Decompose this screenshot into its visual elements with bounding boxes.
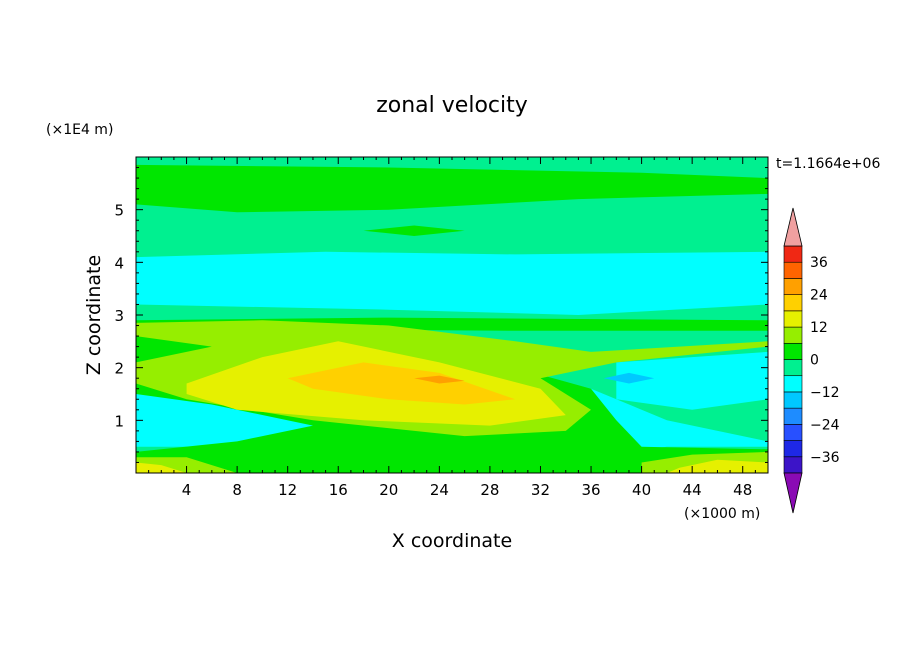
contour-region-1 (136, 164, 768, 213)
colorbar-swatch (783, 310, 803, 328)
colorbar-swatch (783, 245, 803, 263)
y-axis-title: Z coordinate (83, 255, 105, 375)
chart-title: zonal velocity (376, 93, 528, 118)
colorbar: 36 24 12 0 −12 −24 −36 (783, 207, 840, 514)
colorbar-swatch (783, 294, 803, 312)
colorbar-swatch (783, 375, 803, 393)
colorbar-swatch (783, 391, 803, 409)
y-tick-label: 5 (114, 202, 124, 220)
x-tick-label: 16 (329, 481, 348, 499)
colorbar-extend-high (783, 207, 803, 247)
contour-region-12 (287, 362, 516, 405)
colorbar-swatch (783, 278, 803, 295)
contour-field (136, 157, 768, 473)
colorbar-swatch (783, 424, 803, 441)
x-tick-label: 20 (379, 481, 398, 499)
colorbar-swatch (783, 342, 803, 360)
colorbar-swatch (783, 326, 803, 344)
colorbar-swatch (783, 456, 803, 474)
y-tick-label: 1 (114, 412, 124, 430)
x-tick-label: 32 (531, 481, 550, 499)
y-tick-label: 4 (114, 254, 124, 272)
colorbar-label: −36 (810, 450, 840, 466)
x-axis-title: X coordinate (392, 530, 512, 552)
x-unit-label: (×1000 m) (684, 506, 760, 522)
x-tick-label: 40 (632, 481, 651, 499)
x-tick-label: 44 (683, 481, 702, 499)
contour-region-3 (136, 251, 768, 315)
colorbar-extend-low (783, 472, 803, 514)
y-unit-label: (×1E4 m) (46, 122, 113, 138)
colorbar-swatch (783, 407, 803, 425)
colorbar-label: 12 (810, 320, 828, 336)
x-tick-label: 28 (480, 481, 499, 499)
colorbar-label: −24 (810, 417, 840, 433)
colorbar-label: −12 (810, 385, 840, 401)
x-tick-label: 12 (278, 481, 297, 499)
y-tick-label: 2 (114, 360, 124, 378)
colorbar-swatch (783, 359, 803, 377)
y-tick-label: 3 (114, 307, 124, 325)
x-tick-label: 8 (232, 481, 242, 499)
x-axis: 4 8 12 16 20 24 28 32 36 40 44 48 (148, 157, 756, 499)
colorbar-swatch (783, 440, 803, 458)
contour-region-6 (603, 372, 655, 384)
x-tick-label: 24 (430, 481, 449, 499)
time-label: t=1.1664e+06 (776, 156, 880, 172)
x-tick-label: 48 (733, 481, 752, 499)
contour-region-2 (363, 225, 465, 236)
colorbar-swatch (783, 261, 803, 279)
y-axis: 1 2 3 4 5 (114, 167, 768, 463)
contour-region-13 (414, 375, 465, 384)
colorbar-label: 0 (810, 353, 819, 369)
x-tick-label: 36 (581, 481, 600, 499)
colorbar-label: 36 (810, 255, 828, 271)
colorbar-label: 24 (810, 288, 828, 304)
x-tick-label: 4 (182, 481, 192, 499)
contour-region-5 (616, 351, 768, 410)
